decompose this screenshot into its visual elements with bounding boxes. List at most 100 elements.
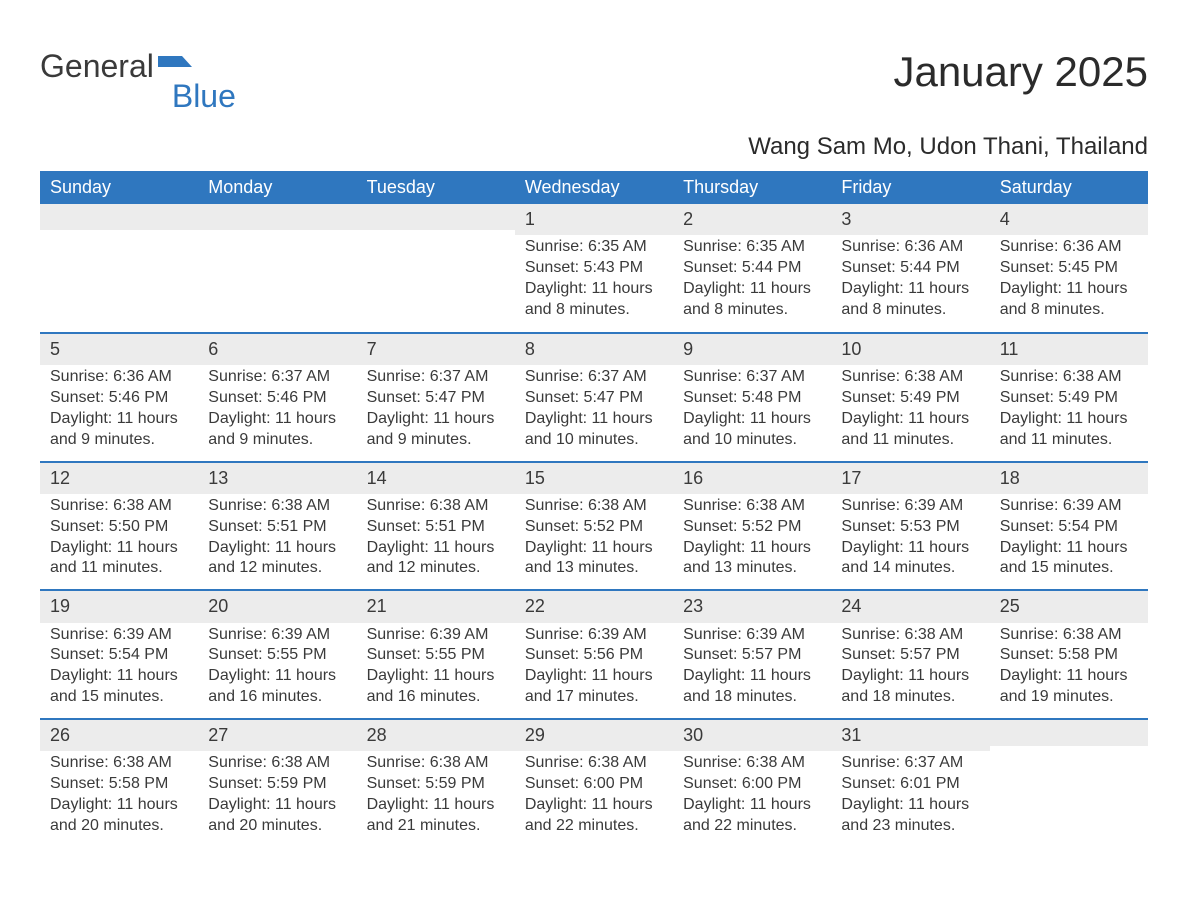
day-header: Wednesday: [515, 171, 673, 204]
day-number: 21: [357, 591, 515, 622]
daylight-line: Daylight: 11 hours and 21 minutes.: [367, 795, 505, 837]
day-content: Sunrise: 6:36 AMSunset: 5:44 PMDaylight:…: [831, 235, 989, 320]
sunset-line: Sunset: 5:51 PM: [367, 517, 505, 538]
day-header: Monday: [198, 171, 356, 204]
sunset-line: Sunset: 5:51 PM: [208, 517, 346, 538]
day-content: Sunrise: 6:38 AMSunset: 5:51 PMDaylight:…: [357, 494, 515, 579]
sunrise-line: Sunrise: 6:38 AM: [50, 753, 188, 774]
day-cell: 9Sunrise: 6:37 AMSunset: 5:48 PMDaylight…: [673, 334, 831, 461]
sunset-line: Sunset: 5:55 PM: [208, 645, 346, 666]
daylight-line: Daylight: 11 hours and 9 minutes.: [50, 409, 188, 451]
sunset-line: Sunset: 5:56 PM: [525, 645, 663, 666]
sunrise-line: Sunrise: 6:38 AM: [1000, 367, 1138, 388]
daylight-line: Daylight: 11 hours and 16 minutes.: [367, 666, 505, 708]
day-content: Sunrise: 6:38 AMSunset: 5:52 PMDaylight:…: [515, 494, 673, 579]
daylight-line: Daylight: 11 hours and 10 minutes.: [525, 409, 663, 451]
daylight-line: Daylight: 11 hours and 8 minutes.: [1000, 279, 1138, 321]
sunrise-line: Sunrise: 6:38 AM: [683, 753, 821, 774]
empty-day-cell: [357, 204, 515, 332]
month-title: January 2025: [893, 48, 1148, 96]
day-number: [40, 204, 198, 230]
empty-day-cell: [990, 720, 1148, 847]
sunset-line: Sunset: 5:52 PM: [683, 517, 821, 538]
week-row: 12Sunrise: 6:38 AMSunset: 5:50 PMDayligh…: [40, 461, 1148, 590]
day-header: Thursday: [673, 171, 831, 204]
day-number: 30: [673, 720, 831, 751]
day-number: 2: [673, 204, 831, 235]
sunrise-line: Sunrise: 6:37 AM: [683, 367, 821, 388]
daylight-line: Daylight: 11 hours and 17 minutes.: [525, 666, 663, 708]
logo: General: [40, 48, 192, 85]
day-content: Sunrise: 6:38 AMSunset: 5:52 PMDaylight:…: [673, 494, 831, 579]
week-row: 19Sunrise: 6:39 AMSunset: 5:54 PMDayligh…: [40, 589, 1148, 718]
daylight-line: Daylight: 11 hours and 14 minutes.: [841, 538, 979, 580]
sunset-line: Sunset: 5:46 PM: [208, 388, 346, 409]
day-number: 8: [515, 334, 673, 365]
daylight-line: Daylight: 11 hours and 19 minutes.: [1000, 666, 1138, 708]
daylight-line: Daylight: 11 hours and 13 minutes.: [683, 538, 821, 580]
daylight-line: Daylight: 11 hours and 12 minutes.: [208, 538, 346, 580]
day-number: 1: [515, 204, 673, 235]
sunset-line: Sunset: 5:44 PM: [841, 258, 979, 279]
day-cell: 27Sunrise: 6:38 AMSunset: 5:59 PMDayligh…: [198, 720, 356, 847]
day-content: Sunrise: 6:37 AMSunset: 5:46 PMDaylight:…: [198, 365, 356, 450]
sunset-line: Sunset: 5:50 PM: [50, 517, 188, 538]
day-content: Sunrise: 6:37 AMSunset: 5:47 PMDaylight:…: [357, 365, 515, 450]
day-cell: 19Sunrise: 6:39 AMSunset: 5:54 PMDayligh…: [40, 591, 198, 718]
day-content: Sunrise: 6:37 AMSunset: 5:48 PMDaylight:…: [673, 365, 831, 450]
day-cell: 15Sunrise: 6:38 AMSunset: 5:52 PMDayligh…: [515, 463, 673, 590]
daylight-line: Daylight: 11 hours and 15 minutes.: [1000, 538, 1138, 580]
day-number: 11: [990, 334, 1148, 365]
day-cell: 5Sunrise: 6:36 AMSunset: 5:46 PMDaylight…: [40, 334, 198, 461]
sunset-line: Sunset: 5:45 PM: [1000, 258, 1138, 279]
sunrise-line: Sunrise: 6:37 AM: [525, 367, 663, 388]
sunset-line: Sunset: 5:48 PM: [683, 388, 821, 409]
daylight-line: Daylight: 11 hours and 9 minutes.: [367, 409, 505, 451]
sunset-line: Sunset: 5:43 PM: [525, 258, 663, 279]
location-block: Wang Sam Mo, Udon Thani, Thailand: [40, 133, 1148, 161]
sunrise-line: Sunrise: 6:39 AM: [367, 625, 505, 646]
week-row: 26Sunrise: 6:38 AMSunset: 5:58 PMDayligh…: [40, 718, 1148, 847]
sunrise-line: Sunrise: 6:39 AM: [1000, 496, 1138, 517]
day-number: 18: [990, 463, 1148, 494]
day-number: 13: [198, 463, 356, 494]
day-content: Sunrise: 6:39 AMSunset: 5:54 PMDaylight:…: [40, 623, 198, 708]
day-content: Sunrise: 6:38 AMSunset: 5:59 PMDaylight:…: [357, 751, 515, 836]
day-cell: 18Sunrise: 6:39 AMSunset: 5:54 PMDayligh…: [990, 463, 1148, 590]
calendar: SundayMondayTuesdayWednesdayThursdayFrid…: [40, 171, 1148, 846]
day-cell: 4Sunrise: 6:36 AMSunset: 5:45 PMDaylight…: [990, 204, 1148, 332]
sunrise-line: Sunrise: 6:39 AM: [208, 625, 346, 646]
sunset-line: Sunset: 5:57 PM: [841, 645, 979, 666]
sunrise-line: Sunrise: 6:38 AM: [208, 496, 346, 517]
day-number: 20: [198, 591, 356, 622]
sunrise-line: Sunrise: 6:38 AM: [50, 496, 188, 517]
sunrise-line: Sunrise: 6:35 AM: [683, 237, 821, 258]
day-number: 23: [673, 591, 831, 622]
day-cell: 1Sunrise: 6:35 AMSunset: 5:43 PMDaylight…: [515, 204, 673, 332]
sunrise-line: Sunrise: 6:37 AM: [841, 753, 979, 774]
day-number: 29: [515, 720, 673, 751]
daylight-line: Daylight: 11 hours and 13 minutes.: [525, 538, 663, 580]
day-header: Saturday: [990, 171, 1148, 204]
day-content: Sunrise: 6:35 AMSunset: 5:43 PMDaylight:…: [515, 235, 673, 320]
day-content: Sunrise: 6:39 AMSunset: 5:53 PMDaylight:…: [831, 494, 989, 579]
title-block: January 2025: [893, 48, 1148, 96]
day-number: 22: [515, 591, 673, 622]
day-number: 3: [831, 204, 989, 235]
day-content: Sunrise: 6:38 AMSunset: 5:51 PMDaylight:…: [198, 494, 356, 579]
sunrise-line: Sunrise: 6:38 AM: [525, 753, 663, 774]
daylight-line: Daylight: 11 hours and 12 minutes.: [367, 538, 505, 580]
sunset-line: Sunset: 5:47 PM: [367, 388, 505, 409]
day-content: Sunrise: 6:38 AMSunset: 6:00 PMDaylight:…: [515, 751, 673, 836]
day-content: Sunrise: 6:39 AMSunset: 5:55 PMDaylight:…: [357, 623, 515, 708]
daylight-line: Daylight: 11 hours and 10 minutes.: [683, 409, 821, 451]
day-number: [990, 720, 1148, 746]
daylight-line: Daylight: 11 hours and 8 minutes.: [525, 279, 663, 321]
day-header: Sunday: [40, 171, 198, 204]
sunrise-line: Sunrise: 6:36 AM: [1000, 237, 1138, 258]
day-cell: 13Sunrise: 6:38 AMSunset: 5:51 PMDayligh…: [198, 463, 356, 590]
sunrise-line: Sunrise: 6:39 AM: [841, 496, 979, 517]
day-cell: 21Sunrise: 6:39 AMSunset: 5:55 PMDayligh…: [357, 591, 515, 718]
day-header: Tuesday: [357, 171, 515, 204]
daylight-line: Daylight: 11 hours and 11 minutes.: [50, 538, 188, 580]
